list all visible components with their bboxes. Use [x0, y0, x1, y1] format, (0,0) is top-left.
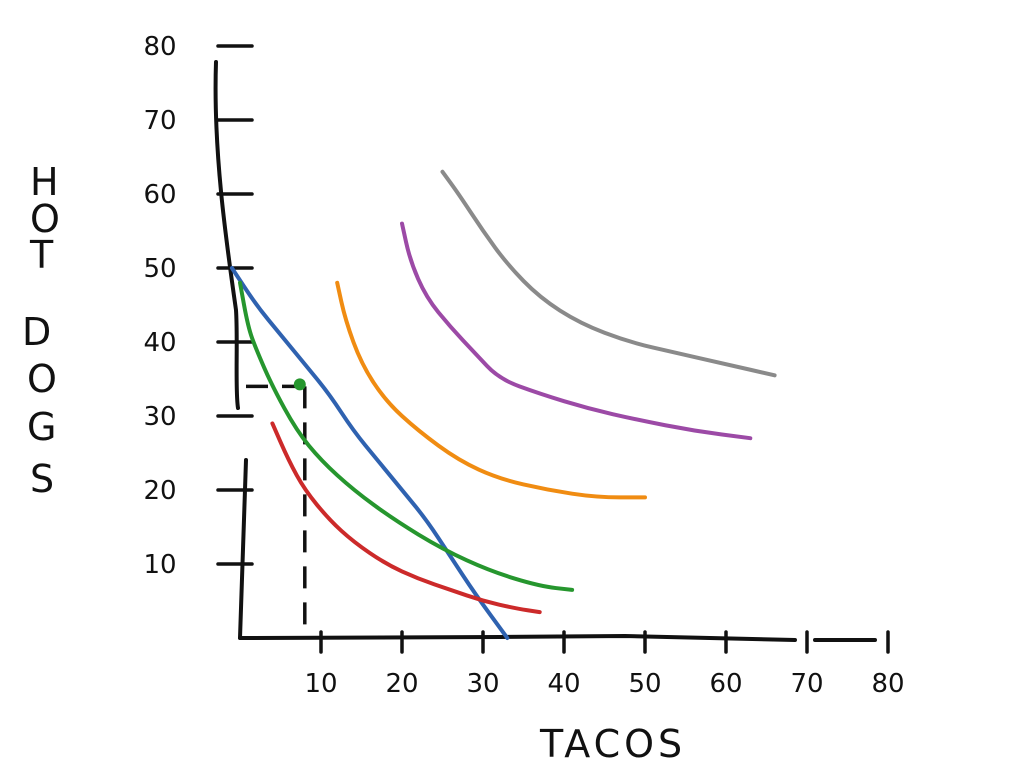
x-tick-label: 10: [304, 669, 337, 699]
y-tick-label: 30: [143, 402, 176, 432]
x-axis-line: [238, 633, 797, 642]
y-axis-line-lower: [238, 458, 248, 640]
y-tick-label: 80: [143, 32, 176, 62]
series-line-4: [400, 221, 753, 441]
y-axis-line: [213, 60, 240, 410]
y-tick-label: 20: [143, 476, 176, 506]
y-axis-label-letter: S: [30, 457, 54, 501]
y-tick-label: 60: [143, 180, 176, 210]
y-tick-label: 70: [143, 106, 176, 136]
y-axis-label-letter: H: [30, 160, 59, 204]
x-tick-label: 40: [547, 669, 580, 699]
y-axis-label-letter: T: [29, 233, 54, 277]
series-line-2: [238, 280, 575, 592]
series-line-0: [229, 266, 510, 640]
x-tick-label: 50: [628, 669, 661, 699]
x-tick-label: 70: [790, 669, 823, 699]
y-tick-label: 10: [143, 550, 176, 580]
y-axis-label-letter: D: [22, 310, 51, 354]
x-tick-label: 20: [385, 669, 418, 699]
x-tick-label: 60: [709, 669, 742, 699]
tangency-point: [293, 378, 306, 391]
series-line-1: [270, 421, 542, 615]
y-axis-label-letter: O: [27, 357, 57, 401]
ticks: 10 20 30 40 50 60 70 80 10 20 30 40 50 60 70 80: [143, 32, 904, 699]
y-axis-label: H O T D O G S: [22, 160, 60, 501]
series-line-5: [440, 169, 777, 378]
series-line-3: [335, 280, 647, 500]
x-axis-label: TACOS: [539, 722, 686, 766]
x-tick-label: 30: [466, 669, 499, 699]
y-axis-label-letter: O: [30, 197, 60, 241]
series: [229, 169, 777, 640]
y-tick-label: 40: [143, 328, 176, 358]
x-tick-label: 80: [871, 669, 904, 699]
y-axis-label-letter: G: [27, 405, 56, 449]
y-tick-label: 50: [143, 254, 176, 284]
